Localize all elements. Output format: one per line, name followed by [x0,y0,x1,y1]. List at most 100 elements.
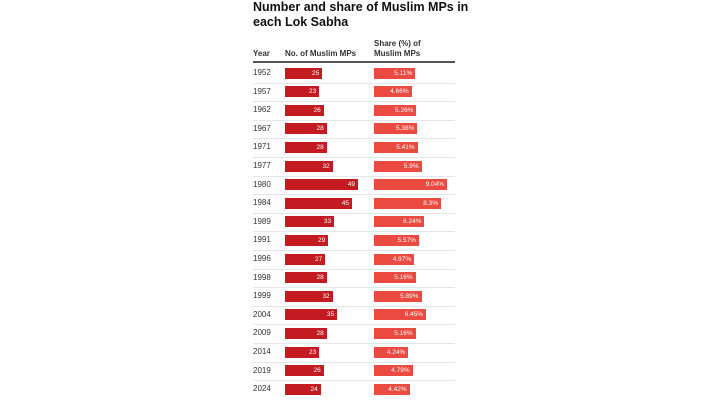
row-separator [253,175,455,177]
row-separator [253,250,455,251]
bar [374,272,416,284]
year-label: 2014 [253,347,271,356]
year-label: 2019 [253,365,271,375]
value-label: 6.24% [402,218,422,226]
row-separator [253,231,455,233]
bar [285,141,327,153]
row-separator [253,343,455,344]
year-label: 2009 [253,328,271,338]
row-separator [253,268,455,270]
bar [285,309,338,321]
value-label: 4.66% [390,88,409,96]
column-header: No. of Muslim MPs [285,49,357,58]
year-label: 1989 [253,216,271,226]
bar [374,253,415,265]
bar [374,86,412,98]
row-separator [253,119,455,121]
year-label: 1999 [253,291,271,301]
year-label: 2024 [253,384,271,394]
column-header: Year [253,49,270,58]
bar [285,67,323,79]
year-label: 1996 [253,254,271,263]
year-label: 1952 [253,68,271,77]
value-label: 5.9% [403,162,419,170]
value-label: 25 [312,69,320,77]
value-label: 27 [314,255,323,263]
year-label: 1991 [253,235,271,245]
bar [374,67,416,79]
row-separator [253,380,455,382]
year-label: 1984 [253,198,271,208]
value-label: 4.24% [386,348,406,356]
bar [285,123,327,135]
bar [285,383,321,395]
bar [285,253,326,265]
value-label: 5.41% [396,143,415,151]
bar [374,104,417,116]
row-separator [253,82,455,84]
bar [374,290,422,302]
value-label: 28 [316,329,324,337]
bar [285,365,324,377]
value-label: 45 [341,199,350,207]
year-label: 1971 [253,142,271,152]
value-label: 5.38% [396,125,415,133]
value-label: 4.42% [388,385,407,393]
value-label: 28 [316,143,324,151]
bar [374,160,422,172]
value-label: 9.04% [425,181,444,189]
value-label: 28 [316,125,324,133]
header-rule [253,61,455,63]
value-label: 28 [316,274,324,282]
value-label: 26 [313,106,321,114]
bar [285,234,329,246]
chart-title: Number and share of Muslim MPs in each L… [253,0,469,29]
year-label: 1980 [253,179,271,189]
value-label: 4.97% [392,255,412,263]
year-label: 1967 [253,123,271,133]
bar [374,216,425,228]
bar [285,327,327,339]
value-label: 5.26% [395,106,414,114]
value-label: 6.45% [404,311,424,319]
value-label: 26 [313,367,321,375]
value-label: 24 [310,385,318,393]
value-label: 5.11% [394,69,413,77]
value-label: 33 [323,218,332,226]
row-separator [253,212,455,214]
value-label: 5.16% [394,274,413,282]
value-label: 32 [322,292,330,300]
bar [374,327,416,339]
row-separator [253,157,455,158]
value-label: 4.79% [391,367,410,375]
value-label: 5.89% [400,292,419,300]
year-label: 2004 [253,309,271,319]
value-label: 5.16% [394,329,413,337]
bar [285,197,353,209]
bar [374,234,419,246]
bar [374,383,410,395]
bar [285,290,333,302]
row-separator [253,138,455,140]
bar [285,179,358,191]
bar [285,104,324,116]
year-label: 1962 [253,105,271,115]
bar [374,123,418,135]
bar [285,346,320,358]
value-label: 23 [309,88,317,96]
value-label: 8.3% [423,199,439,207]
row-separator [253,361,455,363]
value-label: 49 [347,181,355,189]
value-label: 23 [309,348,317,356]
bar [374,141,418,153]
year-label: 1977 [253,161,271,170]
row-separator [253,324,455,326]
bar [374,346,409,358]
value-label: 5.57% [397,236,416,244]
bar [285,272,327,284]
bar [374,365,413,377]
row-separator [253,305,455,307]
value-label: 29 [317,236,326,244]
year-label: 1957 [253,86,271,96]
